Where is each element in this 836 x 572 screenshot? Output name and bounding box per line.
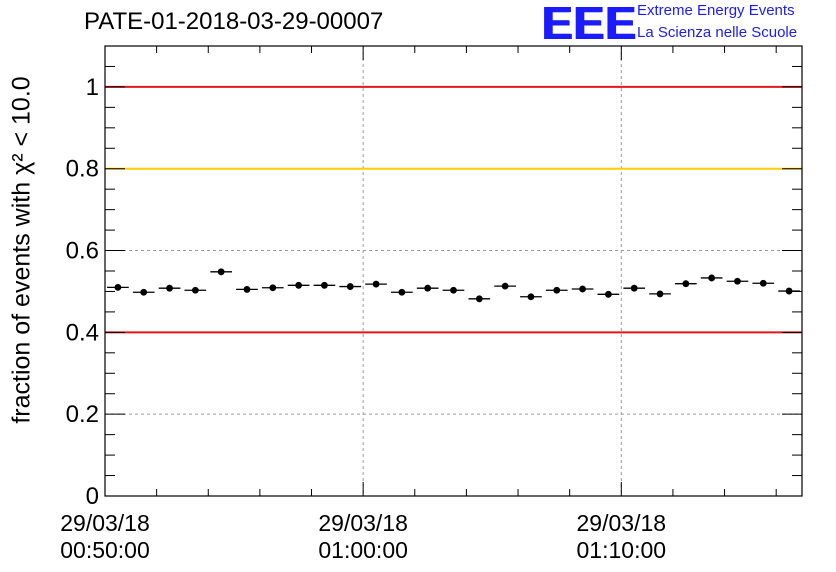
data-marker [424,284,432,292]
data-marker [527,293,535,301]
data-point [520,293,542,301]
data-marker [114,283,122,291]
data-point [365,280,387,288]
axis-ticks [104,45,802,497]
data-marker [785,287,793,295]
data-point [416,284,439,292]
data-point [287,281,310,289]
data-marker [501,282,509,290]
data-marker [579,285,586,293]
y-tick-label: 0.4 [66,319,99,346]
y-tick-label: 0.2 [66,401,99,428]
data-point [184,286,207,294]
y-tick-label: 1 [86,74,99,101]
data-point [674,280,697,288]
data-marker [140,288,148,296]
x-tick-label-time: 00:50:00 [60,537,150,563]
data-point [313,281,336,289]
data-points [107,268,800,303]
data-marker [191,286,199,294]
reference-lines [105,85,802,334]
data-marker [630,284,638,292]
data-point [726,277,749,285]
logo-line-2: La Scienza nelle Scuole [637,24,798,41]
data-marker [604,290,612,298]
grid-layer [105,46,802,496]
data-point [158,284,181,292]
y-tick-label: 0.6 [66,238,99,265]
data-marker [321,281,328,289]
data-point [597,290,620,298]
data-point [236,286,258,293]
data-marker [243,286,251,293]
x-tick-label-date: 29/03/18 [318,510,408,536]
data-marker [398,288,406,296]
plot-frame [104,45,803,497]
data-point [210,268,233,276]
chart-title: PATE-01-2018-03-29-00007 [84,8,384,35]
data-point [700,274,723,282]
data-point [752,279,775,287]
data-marker [346,283,354,290]
data-marker [166,284,173,292]
x-tick-label-date: 29/03/18 [577,510,667,536]
data-marker [708,274,716,282]
data-marker [553,286,561,294]
data-marker [269,284,277,292]
data-point [545,286,568,294]
data-marker [295,281,303,289]
data-marker [656,290,664,298]
data-point [107,283,129,291]
data-point [571,285,594,293]
data-point [623,284,646,292]
logo-line-1: Extreme Energy Events [637,2,795,19]
y-tick-label: 0.8 [66,156,99,183]
y-tick-label: 0 [86,483,99,510]
data-marker [734,277,741,285]
x-tick-label-time: 01:00:00 [318,537,408,563]
data-point [261,284,284,292]
data-point [468,295,491,303]
data-point [339,283,362,290]
data-marker [475,295,483,303]
x-tick-label-time: 01:10:00 [577,537,667,563]
data-marker [759,279,767,287]
data-marker [682,280,690,288]
tick-labels: 00.20.40.60.8129/03/1800:50:0029/03/1801… [60,74,666,563]
data-marker [217,268,225,276]
data-point [442,286,465,294]
y-axis-label: fraction of events with χ² < 10.0 [7,76,36,424]
data-point [494,282,516,290]
data-marker [372,280,380,288]
data-marker [450,286,457,294]
data-point [649,290,671,298]
eee-logo-mark: EEE [541,0,637,49]
data-point [132,288,155,296]
x-tick-label-date: 29/03/18 [60,510,150,536]
data-point [391,288,413,296]
